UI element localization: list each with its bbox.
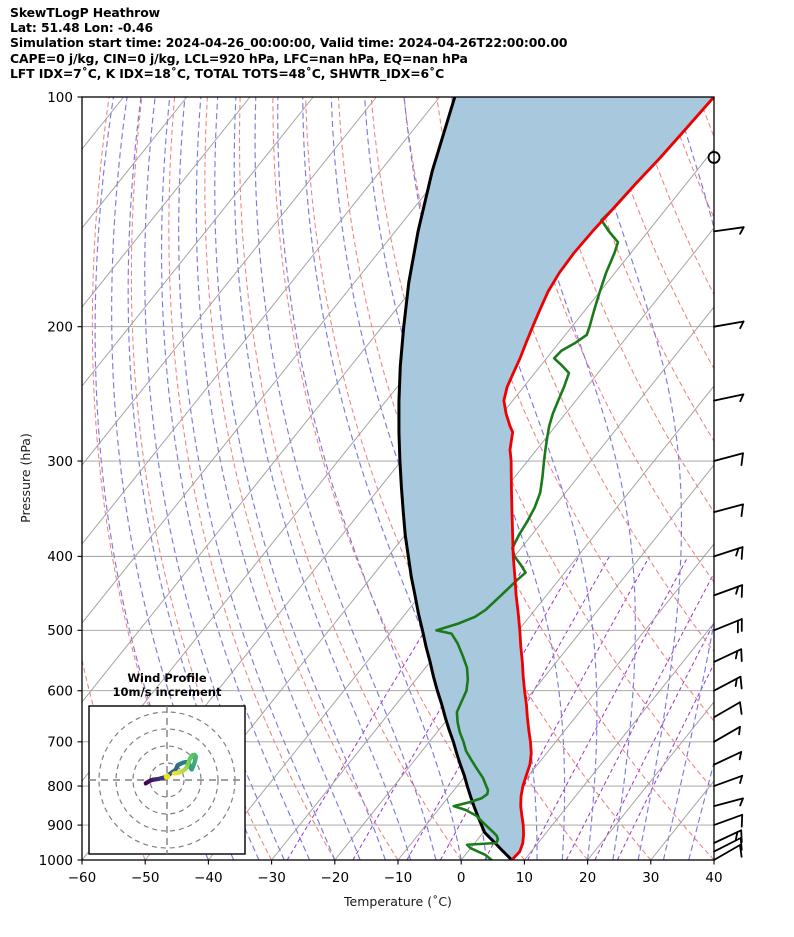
x-tick-label: −60 — [68, 870, 97, 886]
wind-barb — [713, 829, 743, 844]
inset-title-line2: 10m/s increment — [113, 685, 222, 699]
x-tick-label: 10 — [516, 870, 533, 886]
hodograph-grid — [89, 706, 245, 854]
wind-barb — [713, 701, 743, 719]
wind-barb — [713, 837, 743, 853]
x-tick-label: 0 — [457, 870, 466, 886]
y-tick-label: 100 — [47, 90, 73, 106]
header-cape: CAPE=0 j/kg, CIN=0 j/kg, LCL=920 hPa, LF… — [10, 50, 468, 66]
wind-barb — [713, 774, 744, 787]
x-axis-label: Temperature (˚C) — [343, 894, 452, 909]
figure-header: SkewTLogP Heathrow Lat: 51.48 Lon: -0.46… — [10, 5, 770, 81]
wind-barb — [713, 452, 744, 466]
y-tick-label: 600 — [47, 684, 73, 700]
wind-barb — [713, 584, 744, 598]
x-tick-label: −20 — [321, 870, 350, 886]
wind-barb — [707, 151, 721, 164]
x-tick-label: 20 — [579, 870, 596, 886]
wind-barb — [713, 813, 744, 828]
header-times: Simulation start time: 2024-04-26_00:00:… — [10, 35, 568, 51]
y-axis-ticks: 100 200 300 400 500 600 700 800 900 1000 — [39, 90, 82, 869]
inset-title-line1: Wind Profile — [127, 671, 207, 685]
wind-barb-column — [707, 151, 745, 861]
wind-barb — [713, 503, 744, 518]
header-latlon: Lat: 51.48 Lon: -0.46 — [10, 20, 154, 36]
wind-barb — [713, 618, 743, 634]
x-axis-ticks: −60 −50 −40 −30 −20 −10 0 10 20 30 40 — [68, 860, 723, 886]
y-tick-label: 700 — [47, 735, 73, 751]
x-tick-label: −30 — [257, 870, 286, 886]
wind-barb — [713, 725, 741, 743]
x-tick-label: −50 — [131, 870, 160, 886]
x-tick-label: −10 — [384, 870, 413, 886]
y-axis-label: Pressure (hPa) — [18, 433, 33, 523]
header-title: SkewTLogP Heathrow — [10, 5, 160, 20]
y-tick-label: 300 — [47, 454, 73, 470]
wind-barb — [713, 320, 745, 330]
wind-barb — [713, 546, 744, 560]
wind-barb — [713, 675, 743, 692]
wind-barb — [713, 844, 743, 861]
cape-shading — [398, 97, 714, 860]
y-tick-label: 400 — [47, 549, 73, 565]
hodograph-trace — [143, 752, 198, 786]
dewpoint-curve — [435, 97, 714, 860]
wind-barb — [713, 797, 744, 808]
y-tick-label: 800 — [47, 779, 73, 795]
wind-barb — [713, 751, 743, 766]
wind-barb — [713, 393, 745, 403]
temperature-curve — [502, 97, 714, 860]
x-tick-label: 40 — [705, 870, 722, 886]
parcel-path-curve — [397, 97, 514, 860]
wind-barb — [713, 648, 743, 663]
x-tick-label: 30 — [642, 870, 659, 886]
y-tick-label: 900 — [47, 818, 73, 834]
y-tick-label: 500 — [47, 623, 73, 639]
wind-barb — [713, 226, 745, 235]
isobar-lines — [82, 97, 714, 860]
header-indices: LFT IDX=7˚C, K IDX=18˚C, TOTAL TOTS=48˚C… — [10, 65, 445, 81]
x-tick-label: −40 — [194, 870, 223, 886]
y-tick-label: 1000 — [39, 853, 73, 869]
y-tick-label: 200 — [47, 319, 73, 335]
wind-profile-inset: Wind Profile 10m/s increment — [88, 671, 246, 855]
